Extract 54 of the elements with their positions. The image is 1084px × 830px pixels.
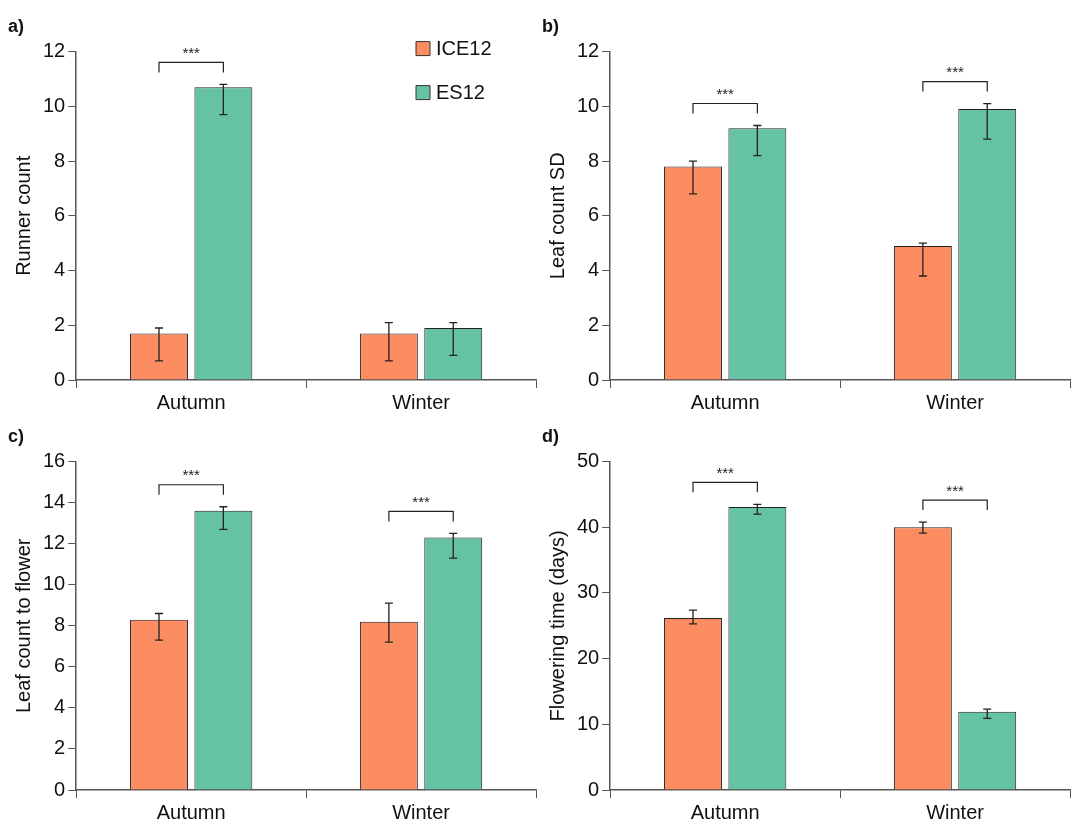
x-tick-label: Autumn (690, 800, 760, 823)
annotation: *** (412, 493, 430, 511)
y-tick-label: 16 (43, 449, 66, 472)
x-tick-label: Winter (926, 390, 985, 413)
y-tick-label: 50 (577, 449, 600, 472)
y-tick-label: 6 (54, 203, 66, 226)
annotation: *** (946, 481, 964, 499)
y-tick-label: 0 (54, 367, 66, 390)
y-tick-label: 40 (577, 514, 600, 537)
chart-title: c) (8, 425, 25, 446)
y-tick-label: 2 (54, 312, 66, 335)
x-tick-label: Autumn (156, 800, 226, 823)
y-tick-label: 10 (43, 93, 66, 116)
y-tick-label: 10 (43, 572, 66, 595)
annotation: *** (716, 463, 735, 481)
y-tick-label: 10 (577, 93, 600, 116)
y-tick-label: 12 (577, 39, 600, 62)
legend-label: ES12 (436, 81, 485, 104)
annotation: *** (716, 85, 735, 103)
annotation: *** (182, 466, 201, 484)
y-tick-label: 4 (588, 258, 600, 281)
y-tick-label: 4 (54, 258, 66, 281)
y-axis-title: Leaf count SD (545, 152, 568, 280)
x-tick-label: Autumn (156, 390, 226, 413)
y-tick-label: 20 (577, 646, 600, 669)
annotation: *** (946, 63, 964, 81)
y-tick-label: 30 (577, 580, 600, 603)
y-tick-label: 8 (54, 148, 66, 171)
x-tick-label: Winter (392, 390, 451, 413)
y-tick-label: 14 (43, 490, 66, 513)
y-tick-label: 8 (54, 613, 66, 636)
legend-label: ICE12 (436, 37, 492, 60)
y-tick-label: 12 (43, 39, 66, 62)
y-tick-label: 8 (588, 148, 600, 171)
chart-title: b) (542, 15, 559, 36)
x-tick-label: Winter (926, 800, 985, 823)
x-tick-label: Winter (392, 800, 451, 823)
y-tick-label: 2 (588, 312, 600, 335)
x-tick-label: Autumn (690, 390, 760, 413)
y-tick-label: 10 (577, 711, 600, 734)
y-tick-label: 0 (588, 367, 600, 390)
y-tick-label: 4 (54, 695, 66, 718)
y-tick-label: 2 (54, 736, 66, 759)
y-tick-label: 0 (588, 777, 600, 800)
y-tick-label: 6 (54, 654, 66, 677)
y-tick-label: 6 (588, 203, 600, 226)
y-tick-label: 12 (43, 531, 66, 554)
y-axis-title: Flowering time (days) (545, 530, 568, 722)
y-tick-label: 0 (54, 777, 66, 800)
chart-title: a) (8, 15, 25, 36)
annotation: *** (182, 44, 201, 62)
y-axis-title: Leaf count to flower (11, 538, 34, 714)
chart-title: d) (542, 425, 559, 446)
y-axis-title: Runner count (11, 155, 34, 276)
